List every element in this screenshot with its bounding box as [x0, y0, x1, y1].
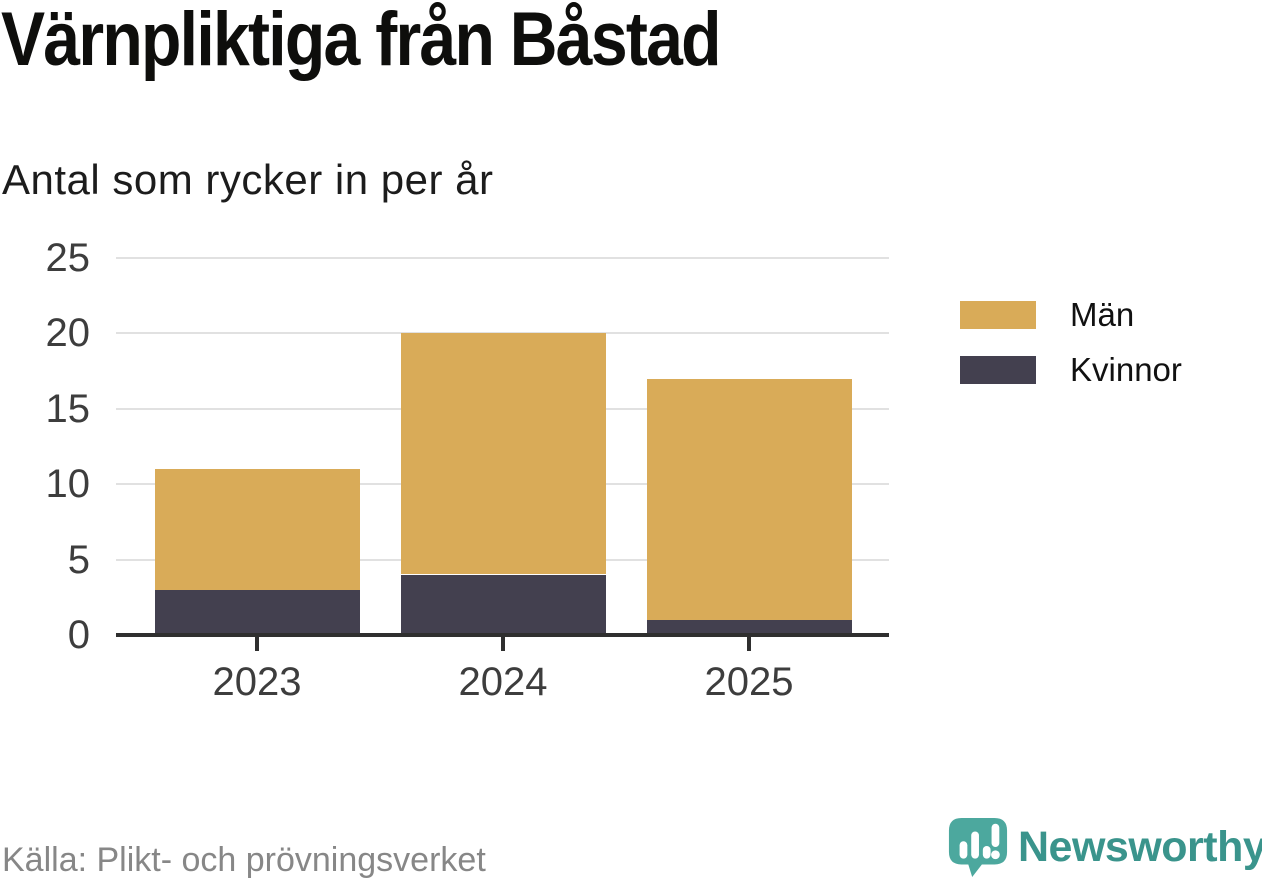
y-tick-label: 20: [45, 311, 91, 355]
x-tick: [501, 637, 505, 651]
y-tick-label: 10: [45, 462, 91, 506]
gridline: [116, 257, 889, 259]
bar-segment: [647, 620, 852, 635]
bar-segment: [155, 590, 360, 635]
x-tick-label: 2024: [458, 660, 548, 704]
bar-segment: [401, 575, 606, 635]
newsworthy-logo: Newsworthy: [947, 816, 1262, 878]
x-tick-label: 2025: [704, 660, 794, 704]
legend: Män Kvinnor: [960, 296, 1182, 388]
bar-segment: [401, 333, 606, 574]
y-tick-label: 15: [45, 387, 91, 431]
y-tick-label: 0: [67, 613, 90, 657]
x-axis-line: [116, 633, 889, 637]
x-tick: [255, 637, 259, 651]
legend-label-men: Män: [1070, 296, 1135, 333]
legend-swatch-women: [960, 356, 1036, 384]
bar-segment: [155, 469, 360, 590]
source-note: Källa: Plikt- och prövningsverket: [2, 841, 486, 879]
y-tick-label: 5: [67, 538, 90, 582]
legend-label-women: Kvinnor: [1070, 351, 1182, 388]
legend-swatch-men: [960, 301, 1036, 329]
legend-item-men: Män: [960, 296, 1182, 333]
x-tick: [747, 637, 751, 651]
newsworthy-wordmark: Newsworthy: [1018, 822, 1262, 871]
x-tick-label: 2023: [212, 660, 302, 704]
chart-subtitle: Antal som rycker in per år: [2, 156, 494, 203]
newsworthy-icon: [948, 817, 1008, 878]
legend-item-women: Kvinnor: [960, 351, 1182, 388]
bar-segment: [647, 379, 852, 620]
chart-title: Värnpliktiga från Båstad: [1, 0, 722, 82]
y-tick-label: 25: [45, 236, 91, 280]
